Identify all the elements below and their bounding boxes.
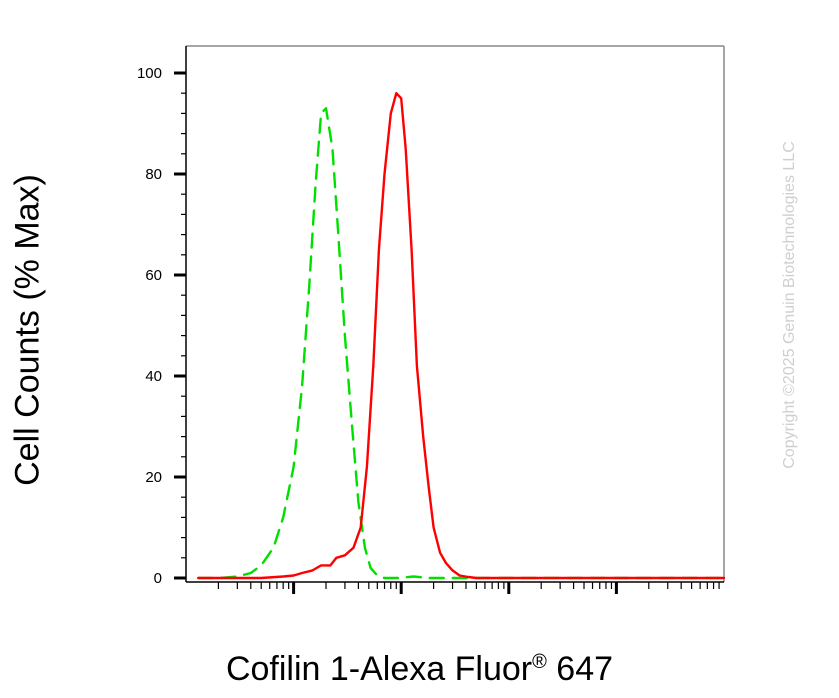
y-tick-label: 40	[145, 368, 162, 385]
y-tick-label: 0	[154, 570, 162, 587]
y-axis-ticks: 0 20 40 60 80 100	[137, 65, 186, 587]
y-tick-label: 80	[145, 166, 162, 183]
x-axis-title-tail: 647	[556, 650, 614, 688]
x-axis-title-main: Cofilin 1-Alexa Fluor	[225, 650, 533, 688]
y-axis-title: Cell Counts (% Max)	[8, 174, 47, 486]
x-axis-ticks	[217, 582, 720, 594]
plot-frame	[185, 45, 725, 583]
y-tick-label: 100	[137, 65, 162, 82]
series-group	[197, 91, 726, 580]
y-tick-label: 20	[145, 469, 162, 486]
cofilin-stained-series	[197, 91, 726, 580]
x-axis-title: Cofilin 1-Alexa Fluor® 647	[0, 650, 839, 689]
isotype-control-series	[197, 107, 726, 580]
y-tick-label: 60	[145, 267, 162, 284]
x-axis-title-registered: ®	[532, 651, 547, 673]
copyright-watermark: Copyright ©2025 Genuin Biotechnologies L…	[781, 141, 798, 469]
